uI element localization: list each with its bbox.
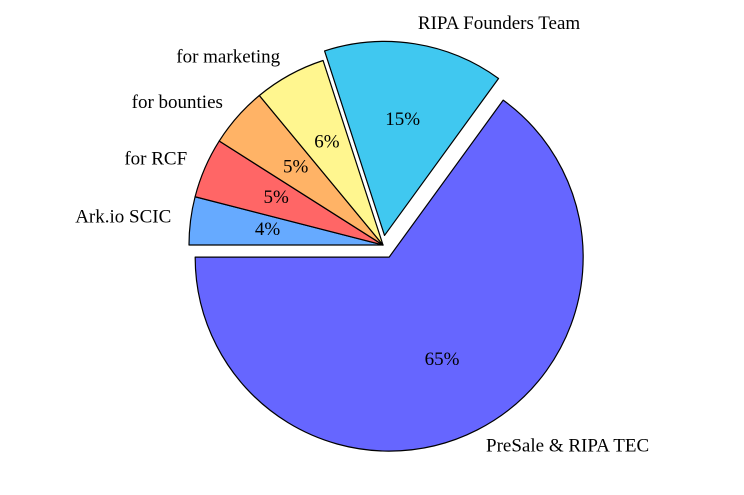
value-label: 4% bbox=[255, 219, 281, 240]
value-label: 5% bbox=[264, 187, 290, 208]
pie-slice bbox=[258, 59, 384, 246]
category-label: for marketing bbox=[176, 46, 280, 67]
value-label: 5% bbox=[283, 156, 309, 177]
category-label: RIPA Founders Team bbox=[418, 13, 581, 34]
pie-slice bbox=[323, 40, 500, 237]
value-label: 65% bbox=[425, 349, 460, 370]
pie-slice bbox=[194, 99, 584, 452]
category-label: for RCF bbox=[124, 149, 187, 170]
value-label: 15% bbox=[385, 109, 420, 130]
category-label: for bounties bbox=[132, 92, 223, 113]
category-label: PreSale & RIPA TEC bbox=[486, 436, 649, 457]
category-label: Ark.io SCIC bbox=[75, 207, 171, 228]
value-label: 6% bbox=[314, 131, 340, 152]
